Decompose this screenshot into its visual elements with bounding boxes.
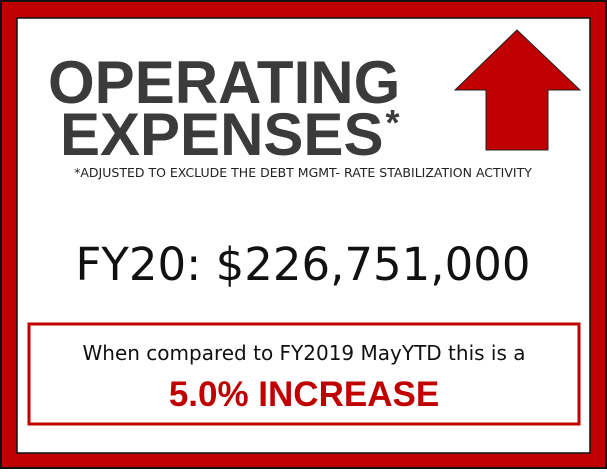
comparison-result: 5.0% INCREASE <box>169 375 439 414</box>
title-line1: OPERATING <box>48 49 400 116</box>
up-arrow <box>453 29 582 151</box>
title-asterisk: * <box>385 102 399 143</box>
comparison-text: When compared to FY2019 MayYTD this is a <box>83 341 526 365</box>
footnote: *ADJUSTED TO EXCLUDE THE DEBT MGMT- RATE… <box>74 165 532 180</box>
amount: FY20: $226,751,000 <box>75 238 530 291</box>
comparison-box <box>27 322 581 426</box>
title-line2: EXPENSES <box>60 101 383 168</box>
